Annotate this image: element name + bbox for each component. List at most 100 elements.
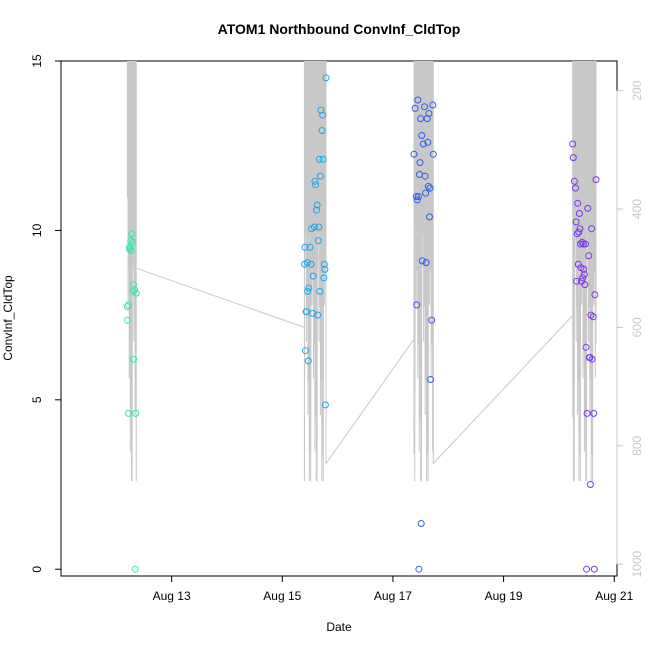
data-point: [125, 409, 132, 417]
right-tick-label: 1000: [630, 550, 644, 577]
data-point: [305, 284, 313, 292]
data-point: [413, 196, 421, 204]
data-point: [129, 238, 137, 246]
x-tick-label: Aug 15: [263, 589, 301, 603]
data-point: [583, 565, 591, 573]
data-point: [417, 115, 425, 123]
secondary-profile-line: [126, 60, 597, 482]
y-tick-label: 5: [30, 396, 44, 403]
data-point: [414, 193, 422, 200]
data-point: [314, 311, 322, 319]
data-point: [588, 355, 596, 363]
right-tick-label: 200: [630, 80, 644, 100]
data-point: [309, 309, 317, 317]
data-point: [583, 409, 591, 417]
data-point: [424, 138, 432, 146]
data-point: [313, 201, 321, 209]
data-point: [320, 274, 328, 282]
data-point: [422, 259, 430, 267]
data-point: [123, 316, 131, 324]
data-point: [429, 101, 437, 109]
data-point: [572, 218, 580, 226]
data-point: [424, 182, 432, 190]
data-point: [415, 565, 423, 573]
data-point: [570, 177, 578, 185]
data-point: [123, 303, 131, 311]
plot-frame: [60, 60, 618, 577]
data-point: [575, 228, 583, 236]
x-tick-label: Aug 17: [374, 589, 412, 603]
y-tick-label: 0: [30, 566, 44, 573]
data-point: [128, 230, 136, 238]
data-point: [320, 260, 328, 268]
data-point: [586, 354, 594, 361]
data-point: [315, 155, 323, 163]
data-point: [315, 223, 323, 231]
data-point: [582, 343, 590, 351]
data-point: [581, 281, 589, 289]
right-tick-label: 400: [630, 199, 644, 219]
data-point: [574, 199, 582, 207]
data-point: [418, 132, 426, 139]
secondary-line-layer: [126, 60, 597, 482]
data-point: [129, 287, 137, 295]
data-point: [586, 481, 594, 488]
data-point: [317, 172, 324, 180]
data-point: [301, 243, 309, 251]
data-point: [592, 176, 600, 184]
data-point: [416, 159, 424, 167]
data-point: [410, 150, 418, 158]
data-point: [577, 240, 584, 248]
data-point: [304, 287, 312, 295]
data-point: [314, 237, 322, 245]
data-point: [127, 237, 135, 245]
data-point: [312, 181, 319, 189]
data-point: [126, 243, 134, 251]
data-point: [304, 357, 312, 365]
y-axis: 0 5 10 15: [30, 54, 61, 573]
data-point: [132, 409, 140, 417]
right-tick-label: 800: [630, 435, 644, 455]
data-point: [309, 272, 317, 280]
data-point: [414, 96, 422, 104]
data-point: [576, 225, 584, 233]
data-point: [569, 140, 577, 148]
data-point: [418, 257, 426, 265]
points-layer: [123, 74, 600, 573]
x-tick-label: Aug 13: [153, 589, 191, 603]
data-point: [307, 260, 315, 268]
data-point: [426, 184, 434, 192]
data-point: [579, 274, 587, 282]
data-point: [591, 291, 599, 299]
data-point: [417, 520, 425, 527]
data-point: [573, 277, 581, 285]
data-point: [578, 238, 586, 246]
data-point: [419, 140, 427, 148]
data-point: [590, 565, 598, 573]
data-point: [427, 376, 435, 383]
data-point: [132, 289, 140, 297]
data-point: [131, 565, 139, 573]
data-point: [321, 401, 329, 409]
x-axis: Aug 13 Aug 15 Aug 17 Aug 19 Aug 21: [153, 576, 634, 603]
data-point: [580, 265, 588, 273]
data-point: [413, 301, 421, 309]
data-point: [319, 111, 327, 119]
data-point: [310, 223, 318, 231]
y-tick-label: 10: [30, 223, 44, 237]
data-point: [302, 347, 309, 355]
data-point: [425, 110, 433, 117]
data-point: [585, 252, 593, 260]
data-point: [575, 210, 583, 217]
data-point: [303, 259, 311, 267]
data-point: [572, 184, 579, 192]
y-axis-label: ConvInf_CldTop: [1, 275, 15, 361]
right-axis: 200 400 600 800 1000: [616, 80, 644, 578]
data-point: [313, 206, 321, 214]
data-point: [584, 204, 592, 212]
data-point: [127, 247, 135, 255]
data-point: [321, 265, 329, 273]
data-point: [421, 172, 429, 180]
y-tick-label: 15: [30, 54, 44, 68]
data-point: [588, 225, 596, 233]
